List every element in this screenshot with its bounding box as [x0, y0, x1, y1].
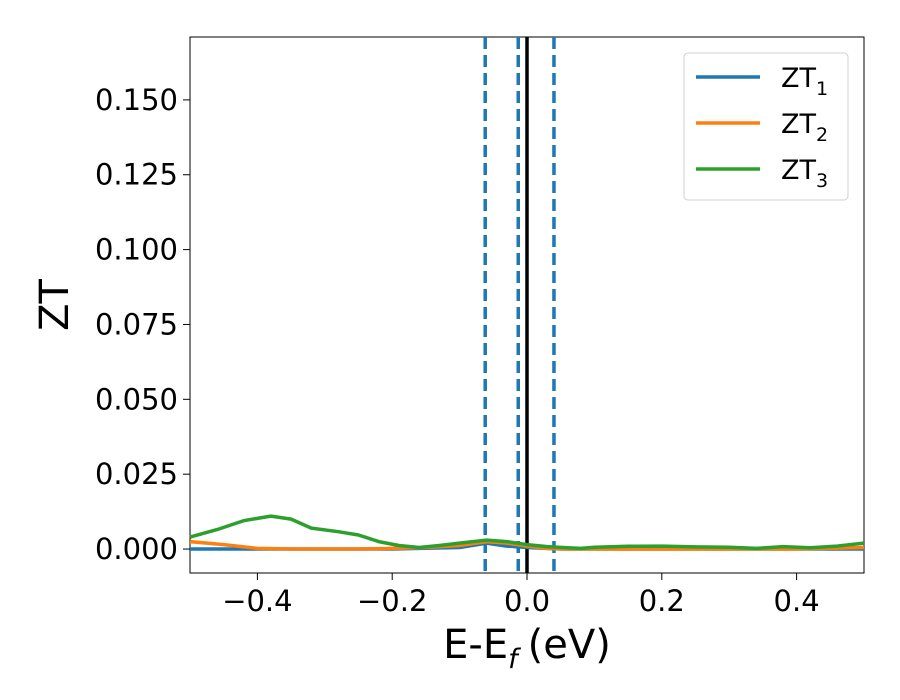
x-tick-label: 0.2	[639, 584, 685, 618]
series-layer	[189, 514, 865, 551]
y-tick-label: 0.075	[95, 307, 178, 341]
legend-label-sub: 3	[816, 170, 828, 192]
x-axis-ticks: −0.4 −0.2 0.0 0.2 0.4	[222, 573, 820, 618]
x-axis-title-unit: (eV)	[528, 622, 611, 668]
x-tick-label: −0.2	[357, 584, 427, 618]
y-tick-label: 0.000	[95, 532, 178, 566]
x-axis-title: E-Ef (eV)	[443, 622, 611, 675]
x-axis-title-main: E-E	[443, 622, 508, 668]
legend-label-sub: 2	[816, 124, 828, 146]
vertical-reference-lines	[483, 37, 556, 573]
y-axis-title: ZT	[32, 279, 78, 331]
y-axis-ticks: 0.000 0.025 0.050 0.075 0.100 0.125 0.150	[95, 83, 190, 566]
legend-label-sub: 1	[816, 78, 828, 100]
legend-label-main: ZT	[781, 109, 816, 140]
legend-box	[683, 52, 849, 201]
legend-label-1: ZT1	[781, 63, 828, 100]
legend-label-main: ZT	[781, 155, 816, 186]
x-tick-label: −0.4	[222, 584, 292, 618]
legend-label-3: ZT3	[781, 155, 828, 192]
legend-label-main: ZT	[781, 63, 816, 94]
y-tick-label: 0.100	[95, 233, 178, 267]
x-tick-label: 0.0	[504, 584, 550, 618]
series-line-3	[189, 514, 865, 551]
y-tick-label: 0.150	[95, 83, 178, 117]
x-tick-label: 0.4	[774, 584, 820, 618]
y-tick-label: 0.025	[95, 457, 178, 491]
y-tick-label: 0.125	[95, 158, 178, 192]
y-tick-label: 0.050	[95, 382, 178, 416]
legend-label-2: ZT2	[781, 109, 828, 146]
x-axis-title-sub: f	[508, 644, 521, 675]
